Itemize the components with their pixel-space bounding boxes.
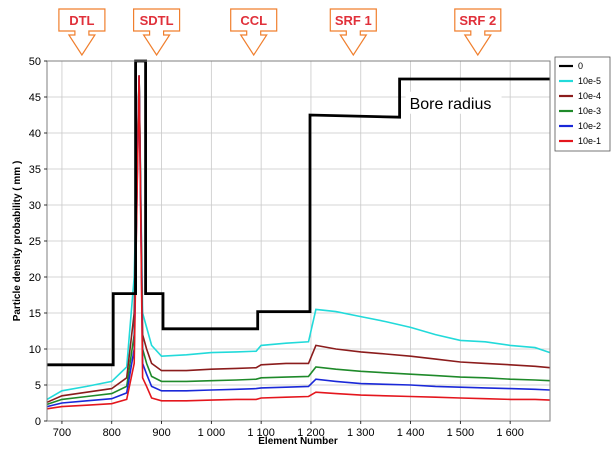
legend-label: 10e-3 [578,106,601,116]
x-tick-label: 1 300 [347,427,375,439]
gridlines [47,60,550,422]
y-axis-title: Particle density probability ( mm ) [12,161,23,322]
legend-label: 10e-1 [578,136,601,146]
section-label: CCL [240,13,267,28]
bore-radius-line [47,59,550,367]
y-tick-label: 30 [29,200,41,212]
series-line-10e-4 [46,75,551,404]
y-tick-label: 25 [29,236,41,248]
annotation-box [405,91,502,114]
y-axis-ticks: 0 5 10 15 20 25 30 35 40 45 50 [29,56,47,428]
legend-box [554,56,611,152]
x-axis-ticks: 700 800 900 1 000 1 100 1 200 1 300 1 400 1 500 1… [53,421,524,439]
legend-label: 10e-4 [578,91,601,101]
y-tick-label: 50 [29,56,41,68]
legend: 0 10e-5 10e-4 10e-3 10e-2 10e-1 [554,56,611,152]
section-arrow [454,8,502,57]
y-tick-label: 10 [29,344,41,356]
series-line-10e-5 [46,75,551,401]
y-tick-label: 40 [29,128,41,140]
x-tick-label: 800 [103,427,121,439]
annotation-text: Bore radius [410,96,492,113]
y-tick-label: 15 [29,308,41,320]
y-tick-label: 0 [35,416,41,428]
legend-label: 10e-2 [578,121,601,131]
x-tick-label: 1 500 [447,427,475,439]
x-tick-label: 1 600 [496,427,524,439]
section-label: DTL [69,13,94,28]
series-line-10e-2 [46,75,551,408]
series-lines [46,59,551,410]
y-tick-label: 35 [29,164,41,176]
section-arrow [329,8,377,57]
y-tick-label: 20 [29,272,41,284]
x-tick-label: 700 [53,427,71,439]
series-line-10e-1 [46,75,551,410]
section-arrow [58,8,106,57]
section-label: SRF 1 [335,13,372,28]
section-arrow [133,8,181,57]
x-axis-title: Element Number [258,436,338,447]
legend-label: 10e-5 [578,76,601,86]
x-tick-label: 1 400 [397,427,425,439]
series-line-10e-3 [46,75,551,406]
section-arrow [230,8,278,57]
x-tick-label: 1 100 [247,427,275,439]
bore-radius-annotation: Bore radius [405,91,502,114]
section-markers: DTL SDTL CCL SRF 1 SRF 2 [58,8,502,57]
section-label: SRF 2 [459,13,496,28]
x-tick-label: 900 [152,427,170,439]
x-tick-label: 1 000 [198,427,226,439]
y-tick-label: 45 [29,92,41,104]
legend-label: 0 [578,61,583,71]
y-tick-label: 5 [35,380,41,392]
section-label: SDTL [140,13,174,28]
x-tick-label: 1 200 [297,427,325,439]
